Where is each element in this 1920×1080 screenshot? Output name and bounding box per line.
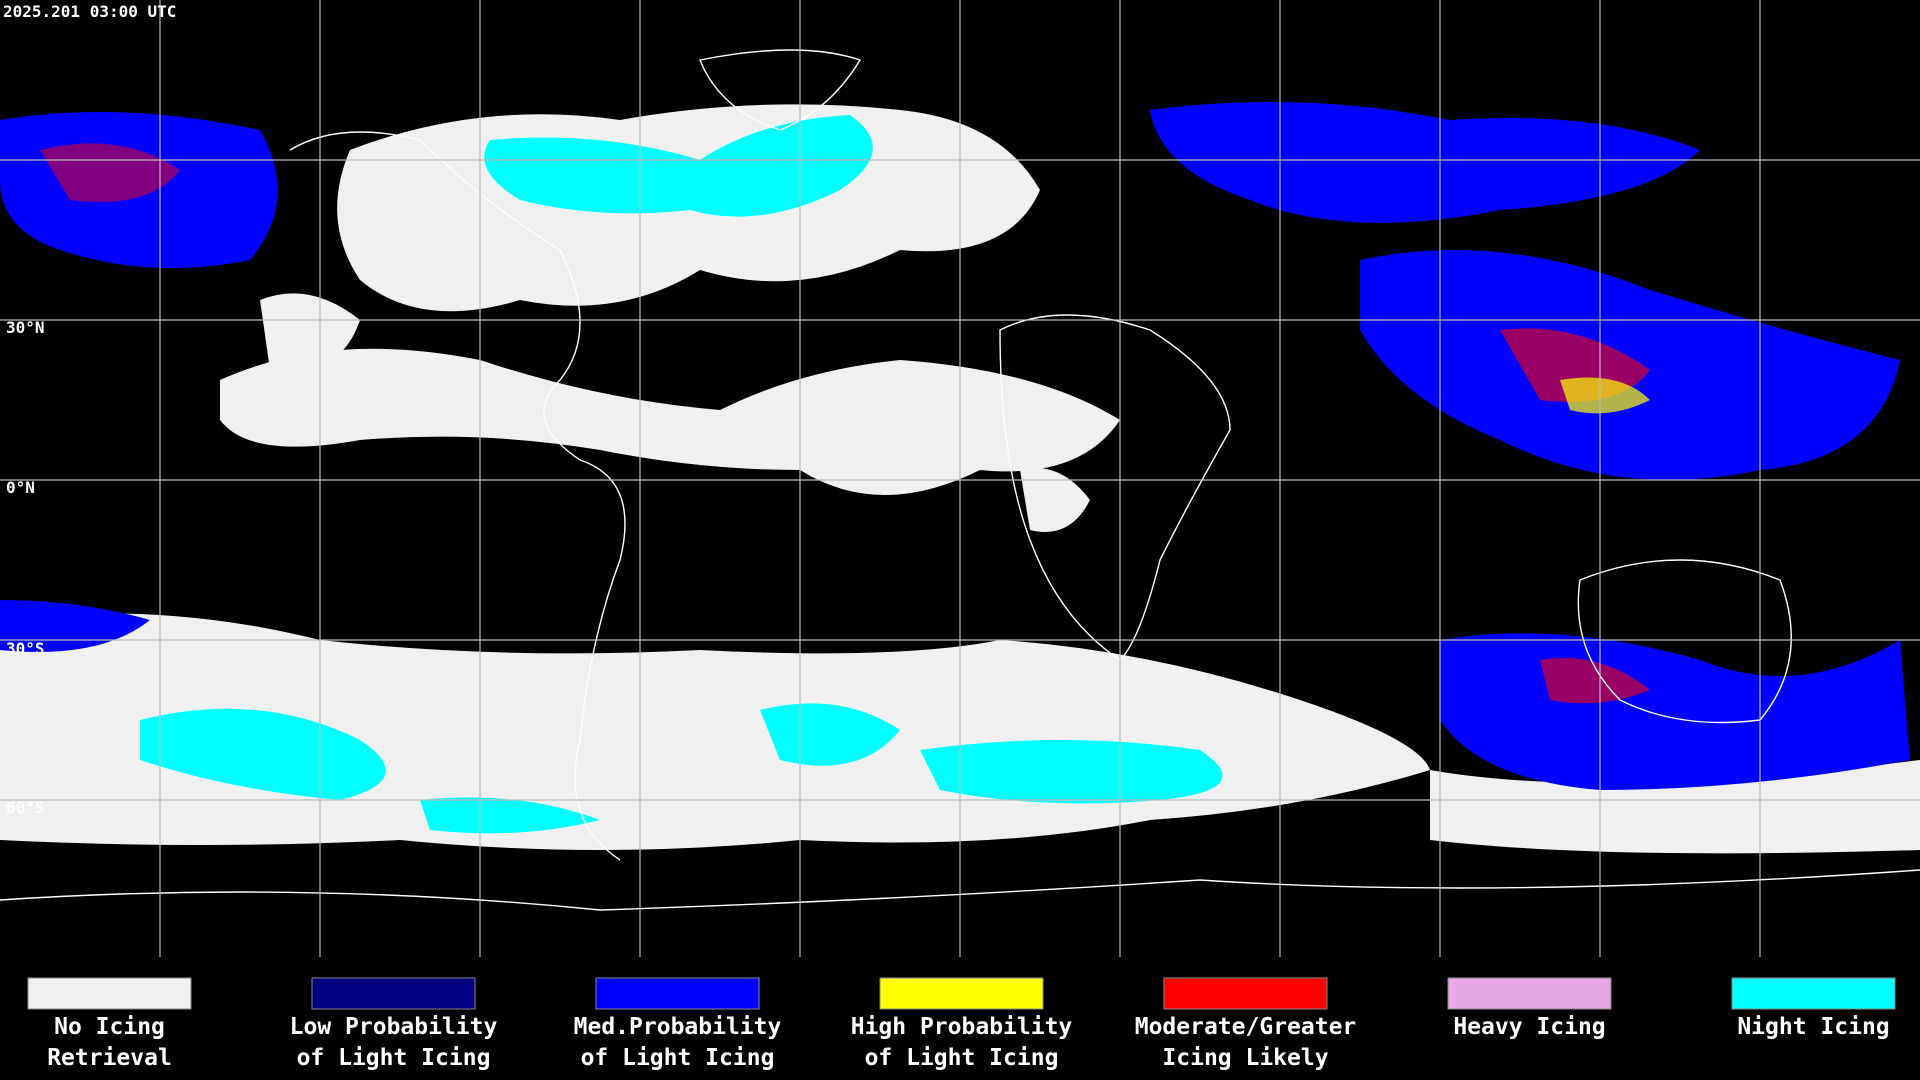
- legend-label: Night Icing: [1737, 1014, 1889, 1040]
- cloud: [1020, 468, 1090, 532]
- latitude-label: 30°S: [6, 639, 45, 658]
- cloud: [260, 293, 360, 372]
- legend-label: Icing Likely: [1162, 1045, 1328, 1071]
- night-cloud: [920, 740, 1223, 804]
- coastline: [699, 49, 862, 131]
- night-cloud: [760, 703, 900, 766]
- cloud-fields: [0, 102, 1920, 854]
- icing-field: [1150, 102, 1700, 223]
- legend-label: No Icing: [54, 1014, 165, 1040]
- latitude-label: 30°N: [6, 318, 45, 337]
- icing-field: [1540, 658, 1650, 704]
- icing-field: [40, 143, 180, 202]
- legend-label: Low Probability: [290, 1014, 498, 1040]
- legend-label: Heavy Icing: [1453, 1014, 1605, 1040]
- legend-swatch: [1447, 977, 1612, 1010]
- icing-field: [0, 600, 150, 652]
- night-cloud: [140, 708, 386, 800]
- legend-swatch: [879, 977, 1044, 1010]
- legend-label: of Light Icing: [297, 1045, 491, 1071]
- latitude-label: 60°S: [6, 798, 45, 817]
- coastline: [289, 131, 626, 861]
- graticule: [0, 0, 1920, 957]
- coastline: [0, 869, 1920, 911]
- legend-label: of Light Icing: [865, 1045, 1059, 1071]
- cloud: [220, 348, 1120, 495]
- timestamp: 2025.201 03:00 UTC: [3, 2, 176, 21]
- legend-swatch: [1163, 977, 1328, 1010]
- latitude-label: 0°N: [6, 478, 35, 497]
- legend-swatch: [311, 977, 476, 1010]
- night-cloud: [484, 115, 873, 217]
- legend-label: Retrieval: [47, 1045, 172, 1071]
- night-cloud: [420, 797, 600, 834]
- legend-label: Moderate/Greater: [1135, 1014, 1357, 1040]
- legend-label: of Light Icing: [581, 1045, 775, 1071]
- icing-field: [1560, 377, 1650, 414]
- coastline: [999, 314, 1231, 661]
- legend-swatch: [595, 977, 760, 1010]
- legend-swatch: [1731, 977, 1896, 1010]
- legend-label: Med.Probability: [574, 1014, 782, 1040]
- legend-label: High Probability: [851, 1014, 1073, 1040]
- legend-swatch: [27, 977, 192, 1010]
